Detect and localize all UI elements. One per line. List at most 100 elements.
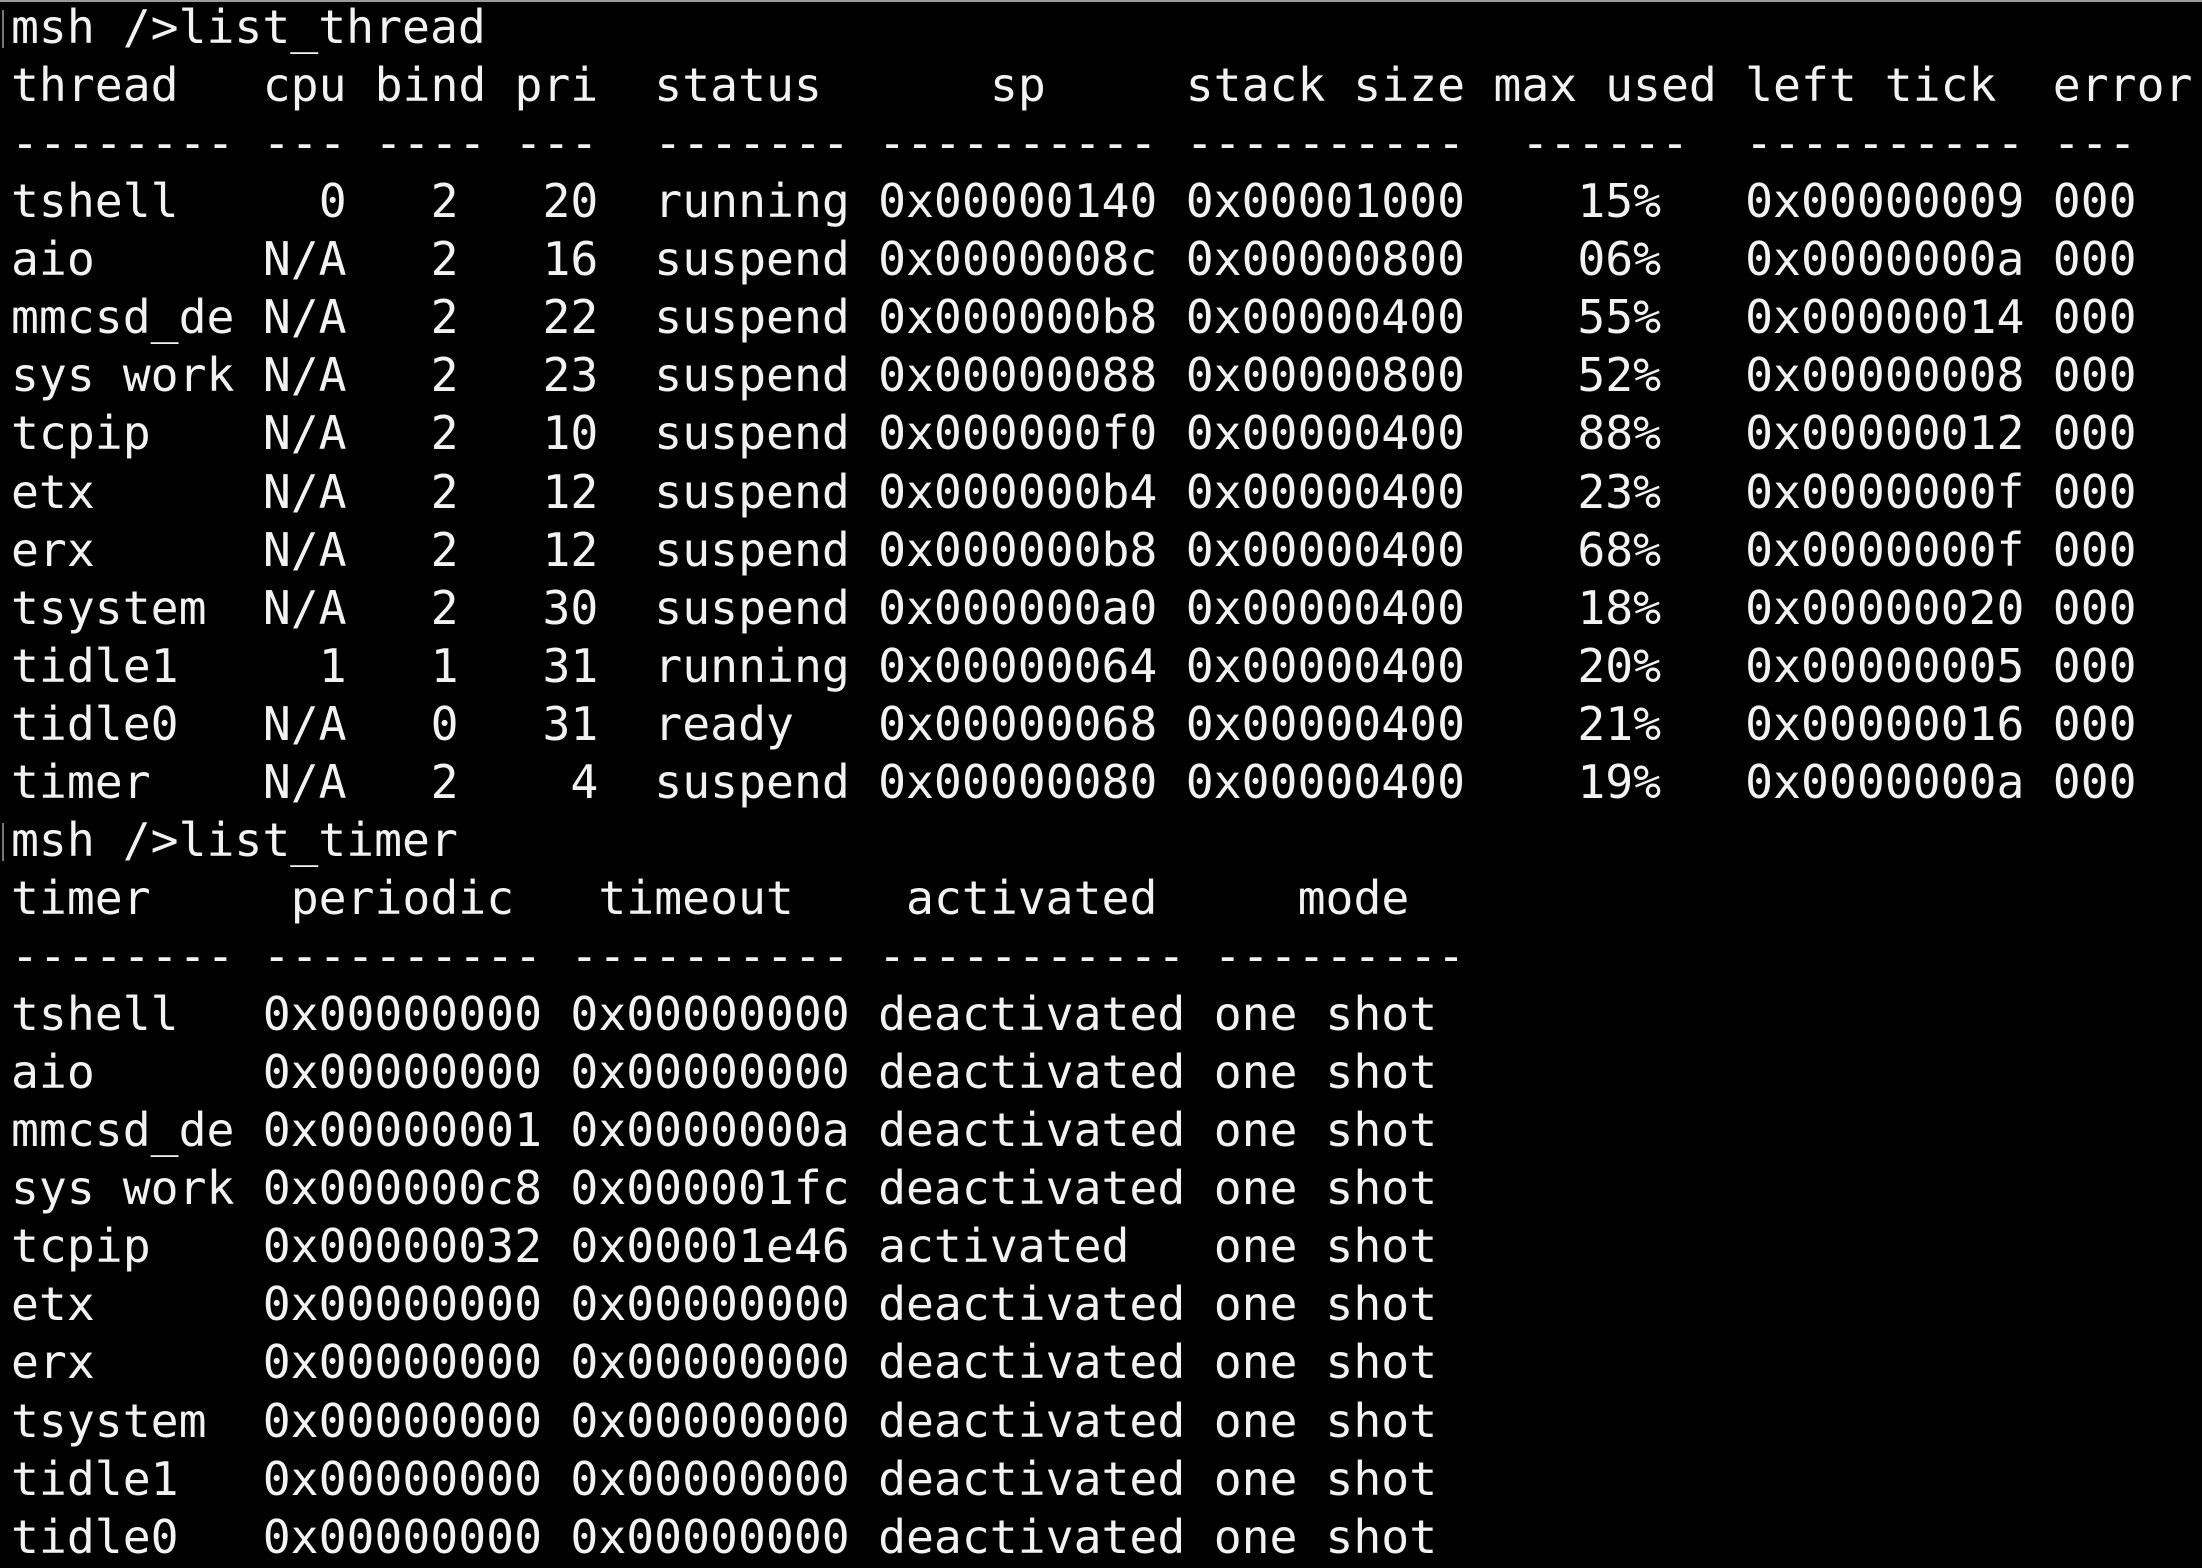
column-header: sp bbox=[989, 58, 1046, 113]
timer-table-row: aio 0x00000000 0x00000000 deactivated one sh… bbox=[11, 1043, 2201, 1101]
table-cell: 31 bbox=[542, 638, 599, 693]
table-cell: deactivated bbox=[878, 1451, 1186, 1506]
table-cell: 0x000000f0 bbox=[878, 406, 1158, 461]
table-cell: 0x00000400 bbox=[1185, 696, 1466, 751]
column-header: thread bbox=[11, 58, 179, 113]
table-cell: 20 bbox=[542, 174, 599, 229]
table-cell: 0x00000001 bbox=[262, 1103, 543, 1158]
table-cell: 0x00000800 bbox=[1185, 348, 1466, 403]
table-cell: 0x00000032 bbox=[262, 1219, 543, 1274]
table-cell: 0x00000800 bbox=[1185, 232, 1466, 287]
column-header: error bbox=[2052, 58, 2193, 113]
table-cell: 000 bbox=[2052, 754, 2137, 809]
table-cell: 23 bbox=[542, 348, 599, 403]
table-cell: mmcsd_de bbox=[11, 290, 235, 345]
table-cell: 31 bbox=[542, 696, 599, 751]
table-cell: 000 bbox=[2052, 580, 2137, 635]
table-cell: one shot bbox=[1213, 1451, 1438, 1506]
column-header: bind bbox=[374, 58, 487, 113]
timer-table-row: mmcsd_de 0x00000001 0x0000000a deactivated o… bbox=[11, 1101, 2201, 1159]
timer-table-row: erx 0x00000000 0x00000000 deactivated one sh… bbox=[11, 1333, 2201, 1391]
thread-table-separator-row: -------- --- ---- --- ------- ---------- -----… bbox=[11, 114, 2201, 172]
thread-table-row: aio N/A 2 16 suspend 0x0000008c 0x00000800 06% 0… bbox=[11, 230, 2201, 288]
table-cell: 20% bbox=[1577, 638, 1662, 693]
table-cell: 0x00000000 bbox=[262, 987, 543, 1042]
table-cell: 000 bbox=[2052, 696, 2137, 751]
table-cell: 0x0000000f bbox=[1745, 522, 2025, 577]
table-cell: tshell bbox=[11, 987, 179, 1042]
command-text: msh />list_timer bbox=[11, 812, 458, 867]
table-cell: 000 bbox=[2052, 232, 2137, 287]
thread-table-row: tsystem N/A 2 30 suspend 0x000000a0 0x00000400… bbox=[11, 579, 2201, 637]
column-separator: -------- bbox=[11, 116, 235, 171]
table-cell: 0x00000020 bbox=[1745, 580, 2025, 635]
table-cell: sys work bbox=[11, 1161, 235, 1216]
timer-table-row: tsystem 0x00000000 0x00000000 deactivated on… bbox=[11, 1392, 2201, 1450]
column-separator: ---------- bbox=[570, 929, 850, 983]
table-cell: 12 bbox=[542, 464, 599, 519]
thread-table-row: tcpip N/A 2 10 suspend 0x000000f0 0x00000400 88… bbox=[11, 404, 2201, 462]
thread-table-row: tidle0 N/A 0 31 ready 0x00000068 0x00000400 21%… bbox=[11, 695, 2201, 753]
table-cell: 0x000000c8 bbox=[262, 1161, 543, 1216]
table-cell: one shot bbox=[1213, 1219, 1438, 1274]
table-cell: suspend bbox=[654, 754, 850, 809]
table-cell: sys work bbox=[11, 348, 235, 403]
table-cell: suspend bbox=[654, 232, 850, 287]
table-cell: N/A bbox=[262, 348, 347, 403]
table-cell: 1 bbox=[430, 638, 459, 693]
table-cell: 0x00000400 bbox=[1185, 580, 1466, 635]
table-cell: 0x00000000 bbox=[262, 1509, 543, 1564]
table-cell: 000 bbox=[2052, 638, 2137, 693]
table-cell: 0x000001fc bbox=[570, 1161, 850, 1216]
table-cell: 2 bbox=[430, 580, 459, 635]
table-cell: 0x000000b4 bbox=[878, 464, 1158, 519]
table-cell: 30 bbox=[542, 580, 599, 635]
table-cell: N/A bbox=[262, 406, 347, 461]
table-cell: one shot bbox=[1213, 987, 1438, 1042]
command-text: msh />list_thread bbox=[11, 0, 486, 54]
table-cell: 0x00000400 bbox=[1185, 406, 1466, 461]
table-cell: 0x00000012 bbox=[1745, 406, 2025, 461]
table-cell: one shot bbox=[1213, 1393, 1438, 1448]
table-cell: suspend bbox=[654, 580, 850, 635]
table-cell: mmcsd_de bbox=[11, 1103, 235, 1158]
table-cell: 16 bbox=[542, 232, 599, 287]
table-cell: aio bbox=[11, 232, 95, 287]
table-cell: 000 bbox=[2052, 174, 2137, 229]
table-cell: 0x00000005 bbox=[1745, 638, 2025, 693]
column-separator: ------- bbox=[654, 116, 850, 171]
table-cell: 0x0000000a bbox=[1745, 754, 2025, 809]
table-cell: 0x00000000 bbox=[262, 1451, 543, 1506]
table-cell: tidle0 bbox=[11, 696, 179, 751]
table-cell: 0x00000000 bbox=[570, 1335, 850, 1390]
table-cell: running bbox=[654, 174, 850, 229]
table-cell: 0x00001e46 bbox=[570, 1219, 850, 1274]
table-cell: ready bbox=[654, 696, 794, 751]
table-cell: 0x00000000 bbox=[570, 1509, 850, 1564]
table-cell: 0x00000000 bbox=[570, 1045, 850, 1100]
timer-table-row: tidle1 0x00000000 0x00000000 deactivated one… bbox=[11, 1450, 2201, 1508]
table-cell: erx bbox=[11, 522, 95, 577]
table-cell: 2 bbox=[430, 754, 459, 809]
table-cell: etx bbox=[11, 1277, 95, 1332]
table-cell: 21% bbox=[1577, 696, 1662, 751]
table-cell: 2 bbox=[430, 232, 459, 287]
table-cell: 0x00001000 bbox=[1185, 174, 1466, 229]
table-cell: 0x00000000 bbox=[262, 1045, 543, 1100]
table-cell: one shot bbox=[1213, 1277, 1438, 1332]
table-cell: 22 bbox=[542, 290, 599, 345]
table-cell: running bbox=[654, 638, 850, 693]
table-cell: 2 bbox=[430, 464, 459, 519]
table-cell: one shot bbox=[1213, 1509, 1438, 1564]
cursor-mark-icon bbox=[2, 10, 7, 48]
timer-table-row: tshell 0x00000000 0x00000000 deactivated one… bbox=[11, 985, 2201, 1043]
table-cell: 68% bbox=[1577, 522, 1662, 577]
table-cell: suspend bbox=[654, 290, 850, 345]
table-cell: suspend bbox=[654, 522, 850, 577]
table-cell: aio bbox=[11, 1045, 95, 1100]
column-separator: --- bbox=[262, 116, 347, 171]
column-header: mode bbox=[1297, 870, 1410, 925]
table-cell: deactivated bbox=[878, 1335, 1186, 1390]
column-header: cpu bbox=[262, 58, 347, 113]
